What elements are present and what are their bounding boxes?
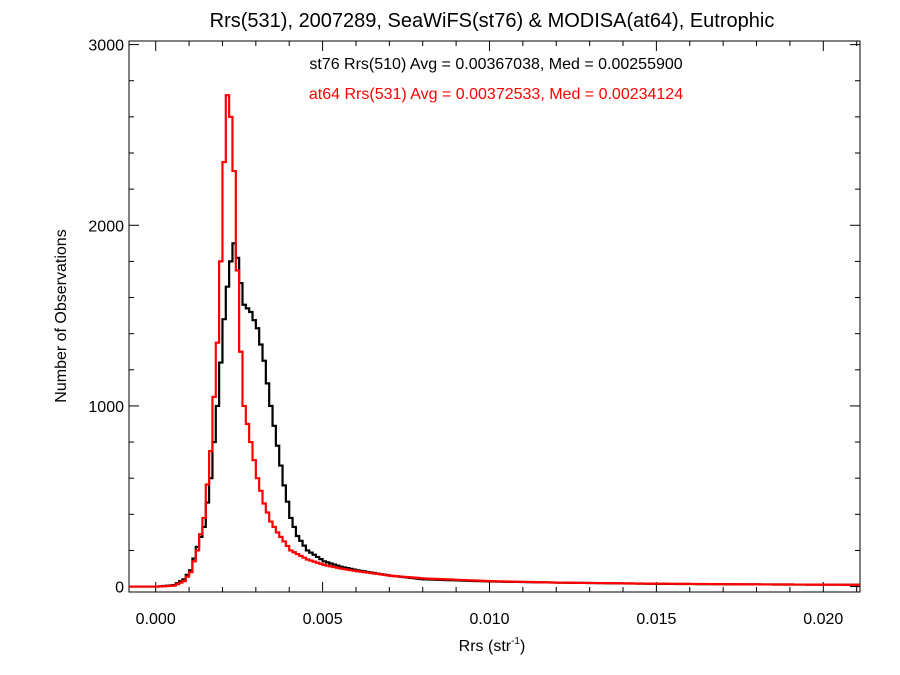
x-tick-label: 0.015 [636,611,676,628]
x-tick-label: 0.020 [803,611,843,628]
x-tick-label: 0.005 [303,611,343,628]
chart-title: Rrs(531), 2007289, SeaWiFS(st76) & MODIS… [210,10,775,32]
y-tick-label: 3000 [88,38,124,55]
x-tick-label: 0.000 [136,611,176,628]
legend-annotation-st76: st76 Rrs(510) Avg = 0.00367038, Med = 0.… [309,56,682,73]
axis-tick-labels: 0.000 0.005 0.010 0.015 0.020 0 1000 2000 3000 [88,38,843,628]
x-axis-label: Rrs (str-1) [459,636,526,655]
y-tick-label: 1000 [88,399,124,416]
x-axis-label-main: Rrs (str [459,638,512,655]
series-layer [129,94,860,588]
series-step-at64 [129,94,860,588]
plot-frame [128,40,861,593]
y-axis-label: Number of Observations [53,229,70,402]
axis-ticks [129,41,860,592]
legend-annotation-at64: at64 Rrs(531) Avg = 0.00372533, Med = 0.… [309,86,683,103]
x-axis-label-close: ) [520,638,525,655]
y-tick-label: 0 [115,580,124,597]
x-tick-label: 0.010 [469,611,509,628]
x-axis-label-superscript: -1 [511,636,520,647]
y-tick-label: 2000 [88,218,124,235]
